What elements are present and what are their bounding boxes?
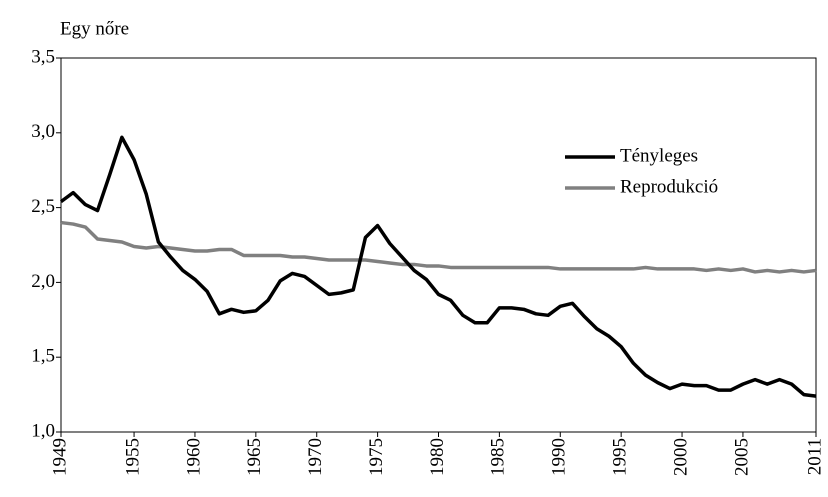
x-tick-label: 1980 — [427, 438, 448, 476]
x-tick-label: 1955 — [122, 438, 143, 476]
series-line — [59, 135, 817, 398]
y-tick-label: 3,5 — [31, 46, 55, 67]
x-tick-label: 1949 — [49, 438, 70, 476]
x-tick-label: 1970 — [305, 438, 326, 476]
x-tick-label: 1990 — [549, 438, 570, 476]
series-line — [60, 220, 817, 274]
legend-label: Reprodukció — [620, 176, 718, 197]
y-tick-label: 1,0 — [31, 420, 55, 441]
x-tick-label: 1985 — [488, 438, 509, 476]
legend-label: Tényleges — [620, 145, 698, 166]
y-tick-label: 1,5 — [31, 346, 55, 367]
x-tick-label: 1960 — [183, 438, 204, 476]
x-tick-label: 2005 — [731, 438, 752, 476]
x-tick-label: 1975 — [366, 438, 387, 476]
x-tick-label: 1965 — [244, 438, 265, 476]
y-tick-label: 2,0 — [31, 271, 55, 292]
plot-frame — [60, 57, 817, 433]
y-tick-label: 2,5 — [31, 196, 55, 217]
y-tick-label: 3,0 — [31, 121, 55, 142]
x-tick-label: 1995 — [610, 438, 631, 476]
x-tick-label: 2000 — [670, 438, 691, 476]
x-tick-label: 2011 — [804, 438, 825, 475]
y-axis-label: Egy nőre — [60, 18, 129, 39]
